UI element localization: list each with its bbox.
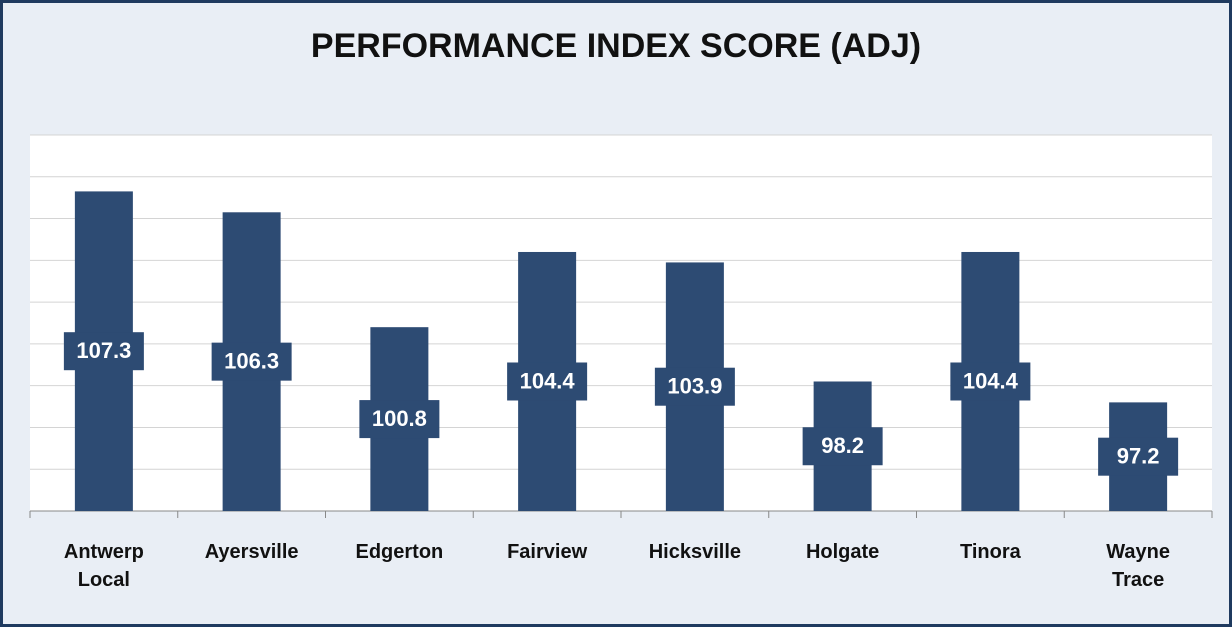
value-label-box [507,362,588,401]
x-tick-label: Fairview [507,541,588,563]
x-tick-label: Holgate [805,541,880,563]
value-label: 107.3 [76,338,131,363]
value-label: 100.8 [372,406,427,431]
value-label-box [1098,437,1179,476]
x-tick-label: Edgerton [355,541,444,563]
value-label: 104.4 [963,368,1019,393]
value-label: 98.2 [821,433,864,458]
value-label-box [950,362,1031,401]
value-label: 106.3 [224,348,279,373]
plot-area [30,135,1212,511]
x-tick-label: Tinora [959,541,1021,563]
value-label-box [359,400,440,439]
x-tick-label: Hicksville [648,541,742,563]
value-label-box [211,342,292,381]
x-tick-label: Antwerp Local [63,541,144,591]
value-label-box [802,427,883,466]
value-label-box [654,367,735,406]
value-label-box [63,332,144,371]
chart-title: PERFORMANCE INDEX SCORE (ADJ) [311,27,921,65]
value-label: 97.2 [1117,444,1160,469]
value-label: 104.4 [520,368,576,393]
x-tick-label: Ayersville [204,541,299,563]
x-tick-label: Wayne Trace [1106,541,1170,591]
value-label: 103.9 [667,374,722,399]
